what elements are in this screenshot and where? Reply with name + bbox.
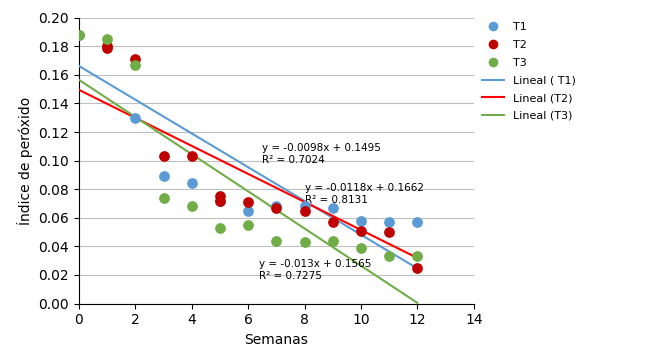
Text: y = -0.0118x + 0.1662
R² = 0.8131: y = -0.0118x + 0.1662 R² = 0.8131: [305, 183, 424, 205]
Point: [384, 229, 394, 235]
Point: [412, 219, 422, 225]
Point: [102, 45, 113, 50]
Point: [186, 204, 197, 209]
Text: y = -0.013x + 0.1565
R² = 0.7275: y = -0.013x + 0.1565 R² = 0.7275: [259, 259, 372, 281]
Point: [215, 193, 225, 199]
Point: [299, 208, 310, 214]
Point: [356, 218, 367, 223]
Point: [356, 228, 367, 233]
Point: [74, 32, 84, 38]
Point: [243, 208, 253, 214]
Y-axis label: Índice de peróxido: Índice de peróxido: [17, 96, 33, 225]
Point: [384, 253, 394, 259]
Point: [159, 154, 169, 159]
Point: [215, 198, 225, 203]
Text: y = -0.0098x + 0.1495
R² = 0.7024: y = -0.0098x + 0.1495 R² = 0.7024: [263, 143, 381, 165]
Point: [328, 219, 338, 225]
Point: [271, 204, 282, 209]
Point: [215, 198, 225, 203]
Point: [186, 181, 197, 186]
Point: [271, 205, 282, 211]
Point: [243, 199, 253, 205]
Point: [271, 238, 282, 244]
Point: [186, 154, 197, 159]
Point: [328, 205, 338, 211]
Point: [130, 62, 141, 68]
Legend: T1, T2, T3, Lineal ( T1), Lineal (T2), Lineal (T3): T1, T2, T3, Lineal ( T1), Lineal (T2), L…: [478, 18, 580, 125]
Point: [130, 115, 141, 121]
Point: [412, 265, 422, 271]
Point: [74, 32, 84, 38]
Point: [384, 219, 394, 225]
Point: [130, 56, 141, 62]
Point: [328, 238, 338, 244]
Point: [412, 253, 422, 259]
Point: [215, 225, 225, 231]
Point: [102, 43, 113, 49]
Point: [299, 204, 310, 209]
Point: [159, 195, 169, 201]
Point: [159, 174, 169, 179]
Point: [356, 245, 367, 251]
X-axis label: Semanas: Semanas: [244, 333, 309, 347]
Point: [243, 222, 253, 228]
Point: [102, 36, 113, 42]
Point: [299, 239, 310, 245]
